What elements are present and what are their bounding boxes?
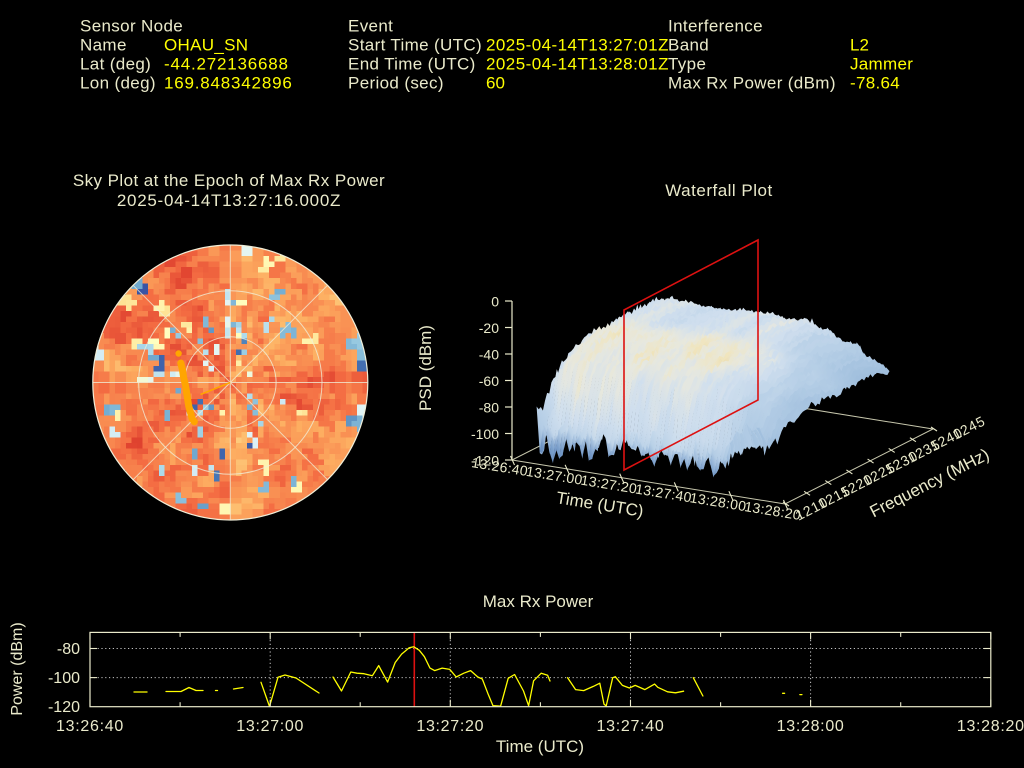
svg-text:Waterfall Plot: Waterfall Plot	[665, 181, 772, 200]
svg-text:Power (dBm): Power (dBm)	[9, 622, 26, 715]
svg-text:2025-04-14T13:28:01Z: 2025-04-14T13:28:01Z	[486, 55, 669, 74]
svg-text:Sensor Node: Sensor Node	[80, 17, 183, 36]
svg-text:Sky Plot at the Epoch of Max R: Sky Plot at the Epoch of Max Rx Power	[73, 171, 385, 190]
svg-text:OHAU_SN: OHAU_SN	[164, 36, 248, 55]
svg-text:-120: -120	[471, 453, 499, 469]
svg-text:-40: -40	[479, 347, 499, 363]
svg-text:-44.272136688: -44.272136688	[164, 55, 289, 74]
svg-text:-120: -120	[48, 699, 80, 716]
svg-text:13:28:00: 13:28:00	[777, 718, 845, 735]
svg-text:13:27:40: 13:27:40	[597, 718, 665, 735]
svg-text:Lon (deg): Lon (deg)	[80, 74, 156, 93]
svg-text:169.848342896: 169.848342896	[164, 74, 293, 93]
svg-text:-60: -60	[479, 373, 499, 389]
svg-text:60: 60	[486, 74, 505, 93]
svg-text:0: 0	[491, 294, 499, 310]
svg-text:13:26:40: 13:26:40	[56, 718, 124, 735]
svg-text:PSD (dBm): PSD (dBm)	[416, 325, 435, 411]
svg-text:-100: -100	[471, 426, 499, 442]
svg-text:Interference: Interference	[668, 17, 763, 36]
svg-text:-78.64: -78.64	[850, 74, 900, 93]
svg-text:Lat (deg): Lat (deg)	[80, 55, 151, 74]
svg-text:2025-04-14T13:27:16.000Z: 2025-04-14T13:27:16.000Z	[117, 191, 341, 210]
svg-text:End Time (UTC): End Time (UTC)	[348, 55, 476, 74]
svg-text:2025-04-14T13:27:01Z: 2025-04-14T13:27:01Z	[486, 36, 669, 55]
svg-text:Type: Type	[668, 55, 706, 74]
svg-text:Event: Event	[348, 17, 393, 36]
svg-text:13:27:20: 13:27:20	[416, 718, 484, 735]
svg-text:Max Rx Power (dBm): Max Rx Power (dBm)	[668, 74, 836, 93]
svg-text:L2: L2	[850, 36, 869, 55]
svg-text:Time (UTC): Time (UTC)	[496, 737, 584, 756]
svg-text:Max Rx Power: Max Rx Power	[483, 592, 594, 611]
svg-text:-80: -80	[57, 641, 80, 658]
svg-text:-80: -80	[479, 400, 499, 416]
svg-text:Start Time (UTC): Start Time (UTC)	[348, 36, 482, 55]
svg-text:Name: Name	[80, 36, 127, 55]
svg-text:Period (sec): Period (sec)	[348, 74, 444, 93]
svg-text:-20: -20	[479, 320, 499, 336]
svg-text:13:27:00: 13:27:00	[236, 718, 304, 735]
svg-text:Band: Band	[668, 36, 709, 55]
svg-text:13:28:20: 13:28:20	[957, 718, 1024, 735]
svg-text:-100: -100	[48, 670, 80, 687]
svg-text:Jammer: Jammer	[850, 55, 913, 74]
